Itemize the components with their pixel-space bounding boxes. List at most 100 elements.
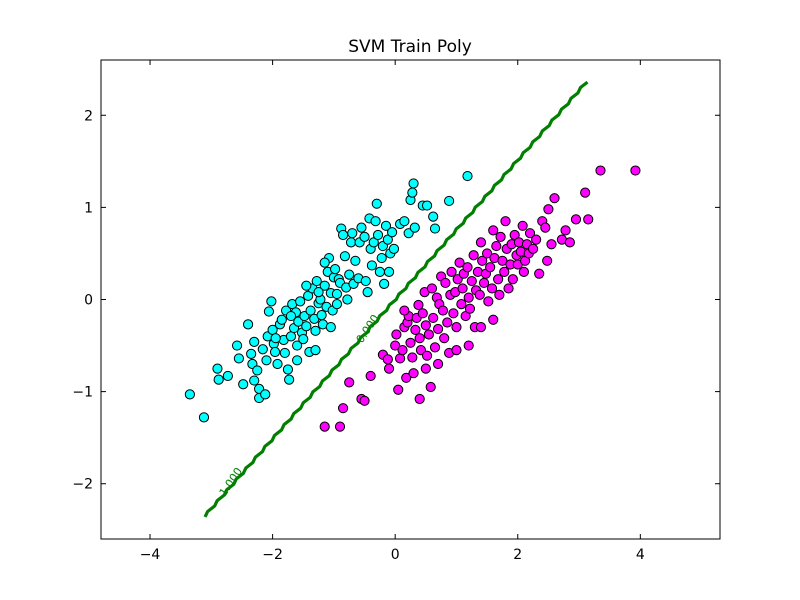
data-point [330, 264, 341, 275]
data-point [344, 377, 355, 388]
data-point [246, 348, 257, 359]
data-point [451, 345, 462, 356]
data-point [242, 319, 254, 330]
x-tick-label: −4 [140, 547, 161, 563]
x-tick-label: 4 [636, 547, 645, 563]
data-point [500, 216, 511, 227]
y-tick-label: 1 [84, 200, 93, 216]
data-point [303, 290, 314, 301]
data-point [546, 239, 557, 250]
series-class-b [319, 165, 641, 432]
data-point [366, 260, 377, 271]
data-point [347, 228, 358, 239]
data-point [284, 374, 295, 385]
data-point [337, 403, 349, 414]
data-point [477, 255, 488, 266]
data-point [509, 229, 520, 241]
x-tick-label: 2 [513, 547, 522, 563]
data-point [549, 193, 560, 204]
data-point [394, 353, 406, 364]
plot-area: 0.000-1.000 [184, 80, 641, 518]
data-point [570, 214, 582, 225]
data-point [488, 225, 499, 236]
data-point [382, 234, 393, 245]
data-point [456, 299, 467, 310]
data-point [407, 187, 418, 198]
data-point [372, 229, 384, 241]
data-point [344, 269, 355, 280]
data-point [474, 289, 485, 300]
data-point [401, 372, 412, 383]
y-tick-label: −1 [72, 385, 93, 401]
data-point [417, 308, 428, 319]
data-point [371, 198, 382, 209]
data-point [266, 296, 277, 307]
data-point [475, 322, 487, 333]
data-point [319, 280, 330, 291]
data-point [362, 287, 373, 298]
data-point [448, 308, 459, 319]
data-point [383, 266, 395, 277]
data-point [331, 299, 343, 310]
data-point [359, 231, 370, 242]
data-point [339, 251, 351, 262]
data-point [263, 306, 275, 317]
data-point [249, 375, 260, 386]
data-point [370, 216, 381, 227]
data-point [408, 178, 419, 189]
data-point [531, 234, 542, 245]
data-point [350, 255, 361, 266]
data-point [595, 165, 606, 176]
data-point [310, 325, 321, 336]
data-point [454, 257, 465, 268]
data-point [426, 283, 438, 294]
data-point [408, 368, 419, 379]
data-point [583, 214, 594, 225]
data-point [310, 345, 321, 356]
data-point [382, 354, 393, 365]
data-point [345, 237, 357, 248]
data-point [534, 268, 545, 279]
data-point [432, 358, 444, 370]
data-point [387, 227, 398, 238]
data-point [212, 363, 223, 374]
data-point [446, 266, 457, 277]
data-point [252, 365, 263, 376]
chart-title: SVM Train Poly [348, 37, 472, 57]
y-tick-label: −2 [72, 477, 93, 493]
data-point [380, 220, 392, 231]
data-point [462, 170, 473, 182]
data-point [319, 257, 330, 268]
data-point [503, 283, 514, 294]
data-point [368, 237, 379, 248]
data-point [478, 277, 490, 289]
data-point [428, 211, 439, 222]
data-point [331, 288, 343, 300]
data-point [319, 421, 330, 432]
data-point [543, 204, 554, 215]
data-point [198, 412, 210, 423]
series-class-a [184, 170, 473, 423]
data-point [420, 363, 431, 374]
data-point [493, 274, 504, 285]
data-point [311, 275, 322, 287]
data-point [279, 347, 290, 359]
data-point [238, 379, 249, 390]
data-point [425, 381, 436, 393]
data-point [439, 333, 450, 344]
data-point [261, 355, 272, 366]
data-point [475, 237, 487, 248]
data-point [421, 350, 433, 361]
data-point [231, 340, 243, 351]
data-point [463, 340, 474, 351]
data-point [414, 393, 425, 405]
data-point [305, 305, 316, 316]
axes: −4 −2 0 2 4 −2 −1 0 1 2 [72, 60, 720, 563]
data-point [488, 314, 499, 325]
data-point [413, 299, 424, 311]
data-point [298, 334, 309, 345]
data-point [414, 333, 425, 344]
data-point [292, 355, 303, 366]
data-point [269, 346, 281, 358]
